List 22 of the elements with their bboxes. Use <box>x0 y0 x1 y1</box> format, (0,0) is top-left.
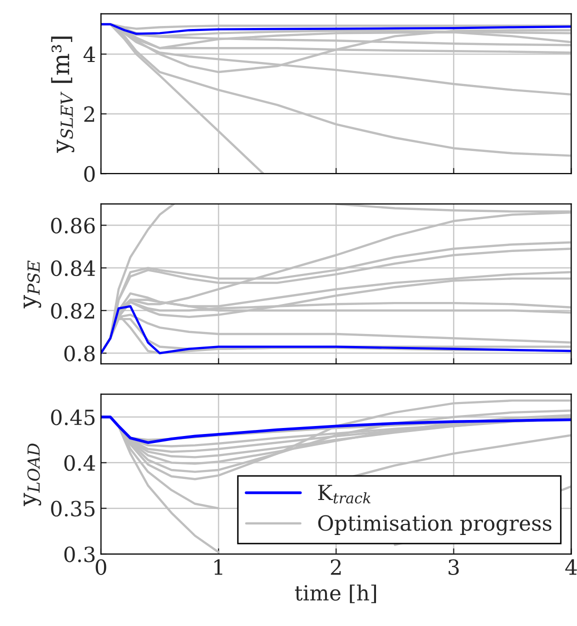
x-tick-label: 4 <box>565 559 577 575</box>
y-axis-title: y$_{LOAD}$ <box>24 444 42 506</box>
legend-label: K$_{track}$ <box>318 484 370 504</box>
y-tick-label: 0 <box>84 166 95 182</box>
y-axis-title: y$_{SLEV}$ [m³] <box>51 36 74 153</box>
y-tick-label: 0.82 <box>51 302 94 319</box>
x-tick-label: 3 <box>448 559 459 575</box>
x-tick-label: 1 <box>214 559 222 575</box>
x-axis-title: time [h] <box>294 584 376 604</box>
x-tick-label: 0 <box>96 559 106 575</box>
x-tick-label: 2 <box>330 559 341 575</box>
y-tick-label: 0.84 <box>51 260 96 276</box>
y-tick-label: 0.8 <box>64 346 95 362</box>
y-axis-title: y$_{PSE}$ <box>24 260 42 308</box>
y-tick-label: 0.3 <box>64 546 95 562</box>
y-tick-label: 0.4 <box>64 455 96 471</box>
y-tick-label: 0.35 <box>51 500 95 517</box>
y-tick-label: 2 <box>84 106 94 122</box>
y-tick-label: 0.86 <box>51 218 95 234</box>
y-tick-label: 4 <box>84 46 96 62</box>
legend-label: Optimisation progress <box>318 515 552 536</box>
y-tick-label: 0.45 <box>51 409 95 426</box>
